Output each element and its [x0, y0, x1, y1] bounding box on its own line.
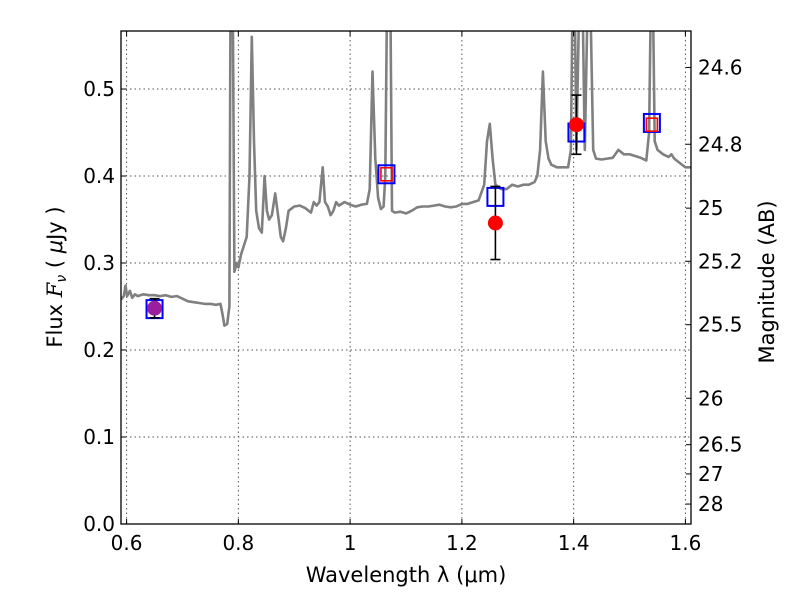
mag-tick-label: 25 — [698, 196, 723, 220]
y-tick-label: 0.0 — [83, 512, 115, 536]
mag-tick-label: 27 — [698, 462, 723, 486]
y-tick-label: 0.1 — [83, 425, 115, 449]
upper-limit-square — [645, 117, 659, 132]
x-axis-label: Wavelength λ (μm) — [306, 563, 507, 587]
x-tick-label: 1.4 — [558, 531, 590, 555]
y-tick-label: 0.2 — [83, 338, 115, 362]
y-tick-label: 0.5 — [83, 77, 115, 101]
photometry-markers — [145, 94, 661, 320]
mag-tick-label: 24.6 — [698, 55, 743, 79]
grid-lines — [121, 31, 691, 525]
mag-tick-label: 26.5 — [698, 433, 743, 457]
y-tick-label: 0.3 — [83, 251, 115, 275]
x-tick-label: 1.2 — [446, 531, 478, 555]
upper-limit-square — [380, 166, 393, 182]
y-axis-label-left: Flux Fν ( μJy ) — [43, 206, 70, 347]
mag-tick-label: 25.5 — [698, 313, 743, 337]
y-axis-label-right: Magnitude (AB) — [755, 200, 779, 363]
observed-photometry-point — [487, 215, 503, 231]
y-tick-label: 0.4 — [83, 164, 115, 188]
x-tick-label: 1 — [344, 531, 357, 555]
x-tick-label: 0.8 — [222, 531, 254, 555]
observed-photometry-point — [147, 300, 163, 316]
x-tick-label: 0.6 — [111, 531, 143, 555]
plot-frame — [120, 30, 692, 525]
plot-area — [121, 31, 691, 327]
mag-tick-label: 28 — [698, 492, 723, 516]
x-tick-label: 1.6 — [670, 531, 702, 555]
model-photometry-square — [377, 164, 396, 185]
mag-tick-label: 25.2 — [698, 249, 743, 273]
axis-ticks: 0.6 0.8 1 1.2 1.4 1.6 0.0 0.1 0.2 0.3 0.4 0.5 24.6 24… — [83, 31, 743, 555]
mag-tick-label: 26 — [698, 386, 723, 410]
mag-tick-label: 24.8 — [698, 132, 743, 156]
model-spectrum-line — [121, 31, 691, 327]
observed-photometry-point — [568, 117, 584, 133]
